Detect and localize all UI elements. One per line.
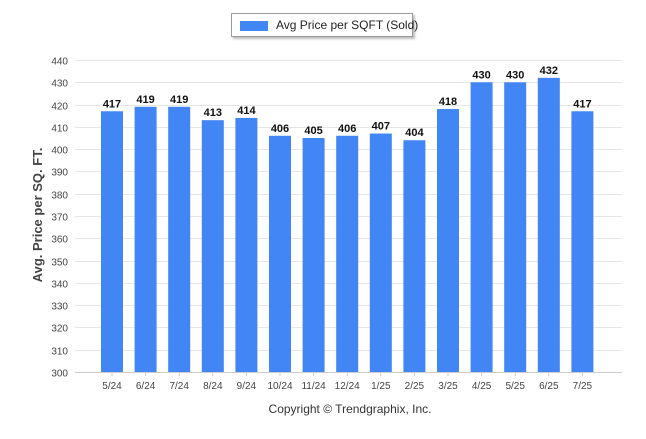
- y-tick-label: 330: [51, 302, 68, 313]
- copyright-text: Copyright © Trendgraphix, Inc.: [269, 402, 432, 416]
- data-label: 407: [372, 121, 390, 133]
- data-label: 417: [103, 98, 121, 110]
- data-label: 404: [405, 127, 424, 139]
- bar: [403, 140, 426, 372]
- bar: [504, 82, 527, 373]
- bar: [571, 111, 594, 372]
- data-label: 414: [237, 105, 256, 117]
- y-tick-label: 380: [51, 191, 68, 202]
- data-label: 430: [472, 69, 490, 81]
- x-tick-label: 7/25: [573, 381, 593, 392]
- x-tick-label: 7/24: [169, 381, 189, 392]
- y-tick-label: 420: [51, 102, 68, 113]
- data-label: 419: [136, 94, 154, 106]
- y-tick-label: 400: [51, 146, 68, 157]
- bar: [168, 106, 191, 373]
- bar: [537, 77, 560, 372]
- y-tick-label: 370: [51, 213, 68, 224]
- bar: [302, 138, 325, 372]
- data-label: 413: [204, 107, 222, 119]
- data-label: 405: [304, 125, 322, 137]
- y-axis-title: Avg. Price per SQ. FT.: [30, 148, 45, 283]
- x-tick-label: 10/24: [267, 381, 292, 392]
- x-tick-label: 6/25: [539, 381, 559, 392]
- x-tick-label: 9/24: [237, 381, 257, 392]
- bar: [369, 133, 392, 372]
- data-label: 417: [573, 98, 591, 110]
- y-tick-label: 340: [51, 280, 68, 291]
- x-tick-label: 1/25: [371, 381, 391, 392]
- bar: [336, 135, 359, 372]
- y-tick-label: 360: [51, 235, 68, 246]
- x-tick-label: 12/24: [335, 381, 360, 392]
- y-tick-label: 390: [51, 168, 68, 179]
- y-tick-label: 320: [51, 324, 68, 335]
- bar: [235, 117, 258, 372]
- bar: [101, 111, 123, 372]
- legend-swatch: [240, 21, 268, 31]
- bar: [470, 82, 493, 373]
- data-label: 418: [439, 96, 457, 108]
- x-tick-label: 11/24: [301, 381, 326, 392]
- y-tick-label: 300: [51, 369, 68, 380]
- data-label: 430: [506, 69, 524, 81]
- x-tick-label: 2/25: [405, 381, 425, 392]
- y-tick-label: 440: [51, 57, 68, 68]
- bar: [437, 109, 459, 373]
- legend-label: Avg Price per SQFT (Sold): [276, 18, 419, 32]
- legend[interactable]: Avg Price per SQFT (Sold): [231, 13, 418, 37]
- bar: [269, 135, 291, 372]
- y-axis-ticks: 300 310 320 330 340 350 360 370 380 390 400 410 420 4…: [51, 57, 68, 380]
- x-tick-label: 5/25: [505, 381, 525, 392]
- bar: [134, 106, 157, 373]
- y-tick-label: 430: [51, 79, 68, 90]
- x-tick-label: 5/24: [102, 381, 122, 392]
- y-tick-label: 410: [51, 124, 68, 135]
- data-labels: 417 419 419 413 414 406 405 406 407 404 418 430 430 4…: [103, 65, 592, 139]
- y-tick-label: 350: [51, 258, 68, 269]
- bars: [101, 77, 594, 373]
- x-tick-label: 4/25: [472, 381, 492, 392]
- x-tick-label: 8/24: [203, 381, 223, 392]
- data-label: 432: [540, 65, 558, 77]
- data-label: 419: [170, 94, 188, 106]
- x-tick-label: 6/24: [136, 381, 156, 392]
- x-axis-ticks: 5/24 6/24 7/24 8/24 9/24 10/24 11/24 12/24 1/25 2…: [102, 372, 593, 392]
- data-label: 406: [271, 123, 289, 135]
- y-tick-label: 310: [51, 347, 68, 358]
- bar: [201, 120, 224, 373]
- data-label: 406: [338, 123, 356, 135]
- x-tick-label: 3/25: [438, 381, 458, 392]
